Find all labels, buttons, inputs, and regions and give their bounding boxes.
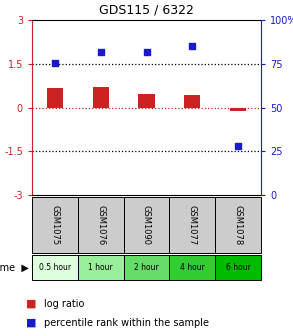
Text: 0.5 hour: 0.5 hour — [39, 263, 71, 272]
Bar — [139, 93, 154, 108]
Text: 2 hour: 2 hour — [134, 263, 159, 272]
Text: ■: ■ — [26, 318, 37, 328]
Text: GSM1075: GSM1075 — [50, 205, 59, 245]
Bar — [215, 255, 261, 280]
Text: log ratio: log ratio — [44, 299, 84, 309]
Point — [52, 60, 57, 66]
Point — [98, 49, 103, 54]
Bar — [32, 255, 78, 280]
Bar — [169, 255, 215, 280]
Text: GSM1090: GSM1090 — [142, 205, 151, 245]
Bar — [93, 86, 109, 108]
Point — [144, 49, 149, 54]
Text: GSM1078: GSM1078 — [234, 205, 243, 245]
Bar — [124, 255, 169, 280]
Bar — [47, 88, 63, 108]
Text: 6 hour: 6 hour — [226, 263, 251, 272]
Text: GDS115 / 6322: GDS115 / 6322 — [99, 4, 194, 17]
Bar — [169, 197, 215, 253]
Point — [190, 44, 195, 49]
Bar — [230, 108, 246, 111]
Bar — [124, 197, 169, 253]
Text: 4 hour: 4 hour — [180, 263, 205, 272]
Text: percentile rank within the sample: percentile rank within the sample — [44, 318, 209, 328]
Text: 1 hour: 1 hour — [88, 263, 113, 272]
Bar — [215, 197, 261, 253]
Bar — [78, 255, 124, 280]
Text: GSM1076: GSM1076 — [96, 205, 105, 245]
Text: time  ▶: time ▶ — [0, 262, 29, 272]
Text: ■: ■ — [26, 299, 37, 309]
Point — [236, 143, 241, 149]
Bar — [32, 197, 78, 253]
Bar — [78, 197, 124, 253]
Text: GSM1077: GSM1077 — [188, 205, 197, 245]
Bar — [184, 95, 200, 108]
